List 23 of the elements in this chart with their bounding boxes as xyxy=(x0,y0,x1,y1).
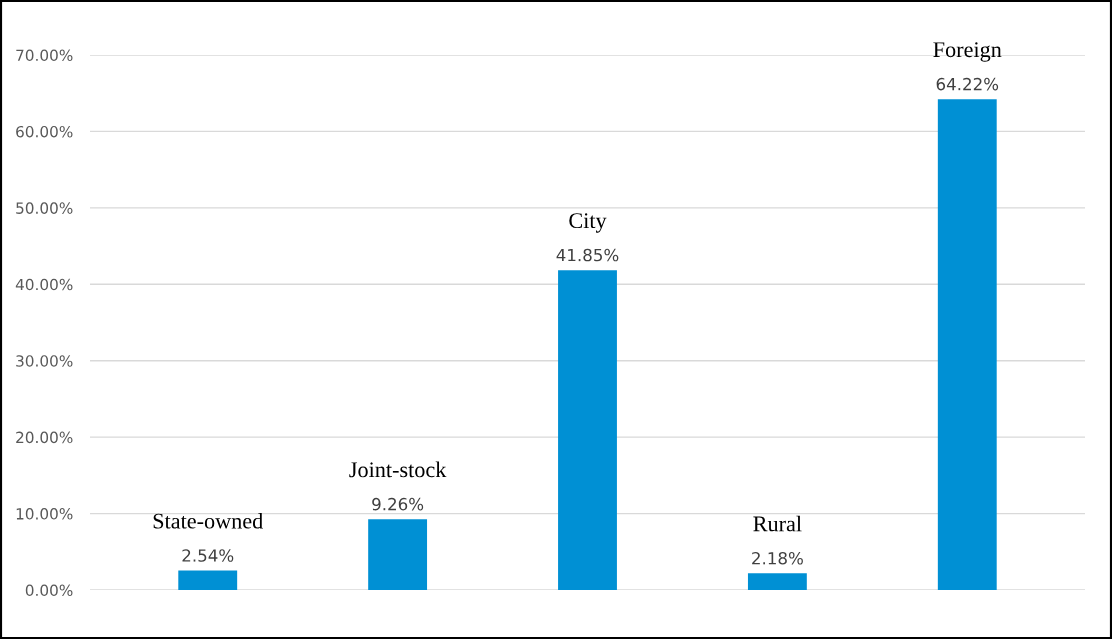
bar xyxy=(747,573,807,590)
y-tick-label: 50.00% xyxy=(16,202,73,214)
bar xyxy=(937,99,997,590)
y-tick-label: 30.00% xyxy=(16,355,73,367)
bar xyxy=(368,519,428,590)
y-tick-label: 20.00% xyxy=(16,431,73,444)
data-label: 64.22% xyxy=(936,77,999,91)
bar xyxy=(178,570,238,590)
bar xyxy=(558,270,617,590)
y-tick-label: 0.00% xyxy=(25,584,73,597)
y-tick-label: 70.00% xyxy=(16,49,73,62)
x-tick-label: Rural xyxy=(753,515,802,532)
y-tick-label: 60.00% xyxy=(16,125,73,138)
y-tick-label: 40.00% xyxy=(15,278,73,291)
x-tick-label: City xyxy=(569,213,607,233)
y-tick-label: 10.00% xyxy=(16,508,73,520)
data-label: 41.85% xyxy=(556,248,619,262)
x-tick-label: Foreign xyxy=(933,42,1002,62)
data-label: 9.26% xyxy=(372,497,424,511)
x-tick-label: State-owned xyxy=(153,512,263,529)
data-label: 2.54% xyxy=(182,549,234,562)
x-tick-label: Joint-stock xyxy=(349,461,447,478)
data-label: 2.18% xyxy=(752,551,803,565)
